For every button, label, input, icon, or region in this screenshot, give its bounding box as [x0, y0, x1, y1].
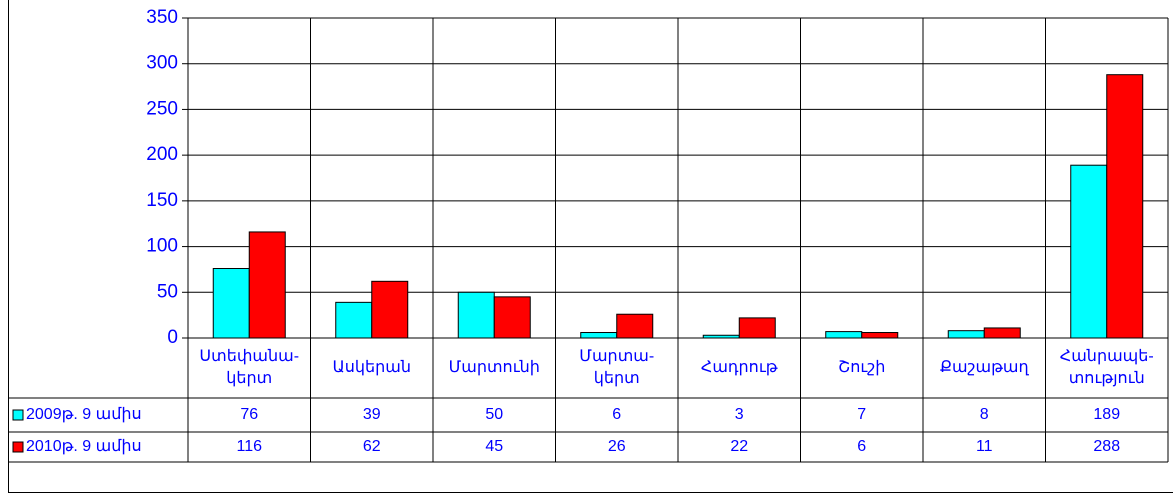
- bar: [335, 301, 373, 339]
- table-value: 45: [485, 438, 504, 455]
- bar: [738, 317, 776, 339]
- table-value: 116: [236, 438, 262, 455]
- x-tick-label: Մարտա- կերտ: [579, 348, 655, 387]
- y-tick-label: 0: [167, 327, 178, 348]
- legend-key: [12, 441, 24, 453]
- table-value: 8: [979, 406, 989, 423]
- legend-key: [12, 409, 24, 421]
- table-value: 6: [857, 438, 867, 455]
- x-tick-label: Շուշի: [838, 359, 886, 376]
- legend-label: 2009թ. 9 ամիս: [26, 406, 142, 423]
- bar: [457, 291, 495, 339]
- y-tick-label: 50: [157, 281, 178, 302]
- table-value: 189: [1093, 406, 1121, 423]
- bar: [493, 296, 531, 339]
- y-tick-label: 250: [146, 98, 178, 119]
- table-value: 3: [734, 406, 744, 423]
- y-tick-label: 150: [146, 190, 178, 211]
- bar: [983, 327, 1021, 339]
- x-tick-label: Ասկերան: [332, 359, 412, 376]
- table-value: 6: [612, 406, 622, 423]
- bar: [1070, 164, 1108, 339]
- bar: [1106, 74, 1144, 339]
- bar: [861, 332, 899, 339]
- table-value: 7: [857, 406, 867, 423]
- bar: [371, 280, 409, 339]
- x-tick-label: Քաշաթաղ: [939, 359, 1029, 376]
- table-value: 11: [975, 438, 993, 455]
- x-tick-label: Հանրապե- տություն: [1059, 348, 1154, 387]
- bar: [212, 268, 250, 339]
- table-value: 288: [1093, 438, 1121, 455]
- x-tick-label: Հադրութ: [700, 359, 778, 376]
- table-value: 76: [240, 406, 259, 423]
- y-tick-label: 100: [146, 236, 178, 257]
- table-value: 22: [730, 438, 749, 455]
- x-tick-label: Ստեփանա- կերտ: [199, 348, 300, 387]
- x-tick-label: Մարտունի: [448, 359, 540, 376]
- bar: [947, 330, 985, 339]
- table-value: 26: [607, 438, 626, 455]
- bar: [248, 231, 286, 339]
- y-tick-label: 350: [146, 7, 178, 28]
- table-value: 39: [362, 406, 381, 423]
- table-value: 50: [485, 406, 504, 423]
- y-tick-label: 300: [146, 53, 178, 74]
- legend-label: 2010թ. 9 ամիս: [26, 438, 142, 455]
- y-tick-label: 200: [146, 144, 178, 165]
- table-value: 62: [362, 438, 381, 455]
- bar: [616, 313, 654, 339]
